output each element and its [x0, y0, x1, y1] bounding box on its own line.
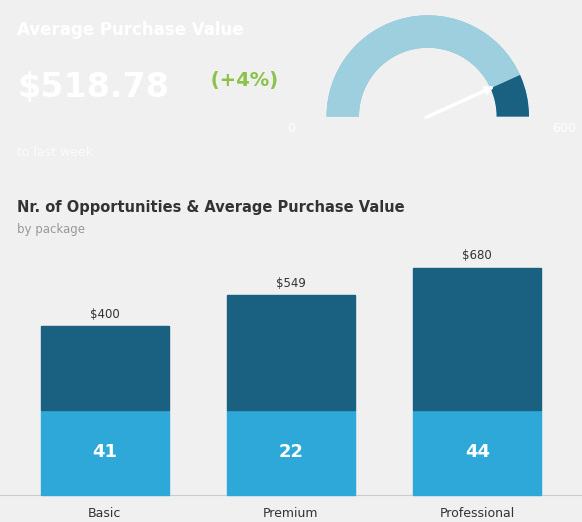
Wedge shape [327, 15, 529, 116]
Bar [227, 295, 355, 410]
Wedge shape [327, 15, 520, 116]
Bar [41, 410, 169, 495]
Text: (+4%): (+4%) [204, 71, 278, 90]
Text: Basic: Basic [88, 507, 122, 520]
Text: by package: by package [17, 223, 86, 236]
Text: 22: 22 [279, 444, 303, 461]
Text: $680: $680 [462, 250, 492, 263]
Bar [413, 410, 541, 495]
Text: $549: $549 [276, 277, 306, 290]
Text: 41: 41 [93, 444, 117, 461]
Bar [227, 410, 355, 495]
Bar [41, 326, 169, 410]
Text: $518.78: $518.78 [17, 71, 169, 104]
Text: Professional: Professional [439, 507, 515, 520]
Bar [413, 267, 541, 410]
Text: Average Purchase Value: Average Purchase Value [17, 21, 244, 39]
Text: 0: 0 [287, 122, 295, 135]
Text: Premium: Premium [263, 507, 319, 520]
Wedge shape [491, 75, 529, 116]
Text: Nr. of Opportunities & Average Purchase Value: Nr. of Opportunities & Average Purchase … [17, 200, 405, 215]
Text: $400: $400 [90, 308, 120, 321]
Text: 600: 600 [552, 122, 576, 135]
Text: to last week: to last week [17, 146, 94, 159]
Text: 44: 44 [465, 444, 489, 461]
